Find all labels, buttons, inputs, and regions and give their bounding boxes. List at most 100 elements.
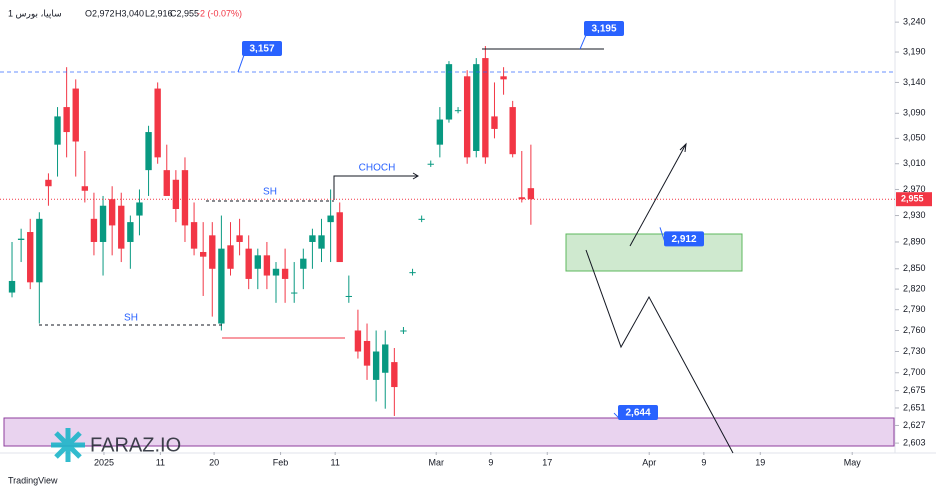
x-tick-label: 11 <box>156 457 165 467</box>
header-high: H3,040 <box>115 8 144 18</box>
callout-box <box>618 405 658 421</box>
y-tick-label: 3,010 <box>903 158 926 168</box>
candle-body <box>154 88 161 158</box>
arrow-head <box>412 172 419 180</box>
watermark: FARAZ.IO <box>51 428 181 462</box>
candle-body <box>54 116 61 145</box>
candle-body <box>318 235 325 249</box>
candle-body <box>36 218 43 283</box>
y-tick-label: 3,090 <box>903 108 926 118</box>
header-change: -2 (-0.07%) <box>197 8 242 18</box>
candle-body <box>300 258 307 269</box>
projection-up <box>629 143 687 247</box>
candle-body <box>172 179 180 209</box>
candle-body <box>272 268 280 276</box>
callout-box <box>584 21 624 37</box>
candle-body <box>482 58 489 158</box>
y-tick-label: 3,190 <box>903 46 926 56</box>
candle-body <box>436 119 444 145</box>
candle-body <box>218 248 225 324</box>
candle-body <box>99 205 107 242</box>
y-tick-label: 2,700 <box>903 367 926 377</box>
candle-body <box>245 248 252 279</box>
candle-body <box>108 199 116 226</box>
target-zone <box>565 233 743 272</box>
callout-label: 2,912 <box>671 234 696 245</box>
candle-body <box>418 218 425 220</box>
candle-body <box>63 107 70 133</box>
x-tick-label: 9 <box>488 457 493 467</box>
candle-body <box>8 280 16 293</box>
candle-body <box>236 235 243 242</box>
callout-label: 3,195 <box>591 24 616 35</box>
callout-pointer <box>237 54 245 73</box>
arrow-head <box>679 142 687 153</box>
footer: TradingView <box>8 475 58 485</box>
x-tick-label: 17 <box>542 457 552 467</box>
candle-body <box>127 222 134 242</box>
y-tick-label: 2,820 <box>903 284 926 294</box>
candle-body <box>391 362 398 388</box>
sh-label: SH <box>263 187 277 198</box>
x-tick-label: 2025 <box>94 457 114 467</box>
y-tick-label: 3,140 <box>903 77 926 87</box>
candle-body <box>354 330 362 352</box>
candle-body <box>199 251 207 257</box>
candle-body <box>473 64 480 152</box>
demand-zone <box>3 417 895 447</box>
y-tick-label: 2,760 <box>903 325 926 335</box>
choch-line <box>333 175 418 200</box>
candle-body <box>509 107 516 155</box>
candle-body <box>363 340 371 366</box>
watermark-text: FARAZ.IO <box>90 434 181 456</box>
y-tick-label: 3,050 <box>903 133 926 143</box>
projection-down <box>585 249 734 454</box>
candle-body <box>181 170 189 226</box>
callout-box <box>242 41 282 57</box>
candle-body <box>409 272 416 274</box>
candle-body <box>427 163 434 165</box>
header-open: O2,972 <box>85 8 115 18</box>
y-tick-label: 2,603 <box>903 437 926 447</box>
y-tick-label: 2,970 <box>903 184 926 194</box>
candle-body <box>518 197 525 200</box>
last-price-box <box>896 192 932 207</box>
callout-label: 2,644 <box>625 408 650 419</box>
callout-box <box>664 231 704 247</box>
candle-body <box>90 218 98 242</box>
candle-body <box>336 212 343 263</box>
candle-body <box>227 245 234 269</box>
y-tick-label: 2,627 <box>903 420 926 430</box>
candle-body <box>190 222 198 249</box>
y-tick-label: 2,850 <box>903 263 926 273</box>
y-tick-label: 3,240 <box>903 17 926 27</box>
candle-body <box>145 132 152 171</box>
x-tick-label: 19 <box>755 457 765 467</box>
candle-body <box>263 255 271 276</box>
y-tick-label: 2,730 <box>903 346 926 356</box>
candle-body <box>45 179 52 187</box>
y-tick-label: 2,790 <box>903 304 926 314</box>
x-tick-label: Mar <box>428 457 444 467</box>
candle-body <box>445 64 453 120</box>
candle-body <box>118 205 125 249</box>
candle-body <box>372 351 380 380</box>
callout-label: 3,157 <box>249 44 274 55</box>
choch-label: CHOCH <box>359 163 396 174</box>
candle-body <box>17 238 25 240</box>
y-tick-label: 2,890 <box>903 236 926 246</box>
candle-body <box>254 255 261 269</box>
candle-body <box>527 188 535 200</box>
candle-body <box>382 344 389 373</box>
sh-label: SH <box>124 313 138 324</box>
candle-body <box>281 268 289 279</box>
candle-body <box>72 88 79 142</box>
candle-body <box>327 215 334 223</box>
x-tick-label: 11 <box>330 457 339 467</box>
logo <box>51 428 85 462</box>
candle-body <box>136 202 143 216</box>
x-tick-label: Apr <box>642 457 656 467</box>
y-tick-label: 2,675 <box>903 385 926 395</box>
candle-body <box>81 186 89 191</box>
